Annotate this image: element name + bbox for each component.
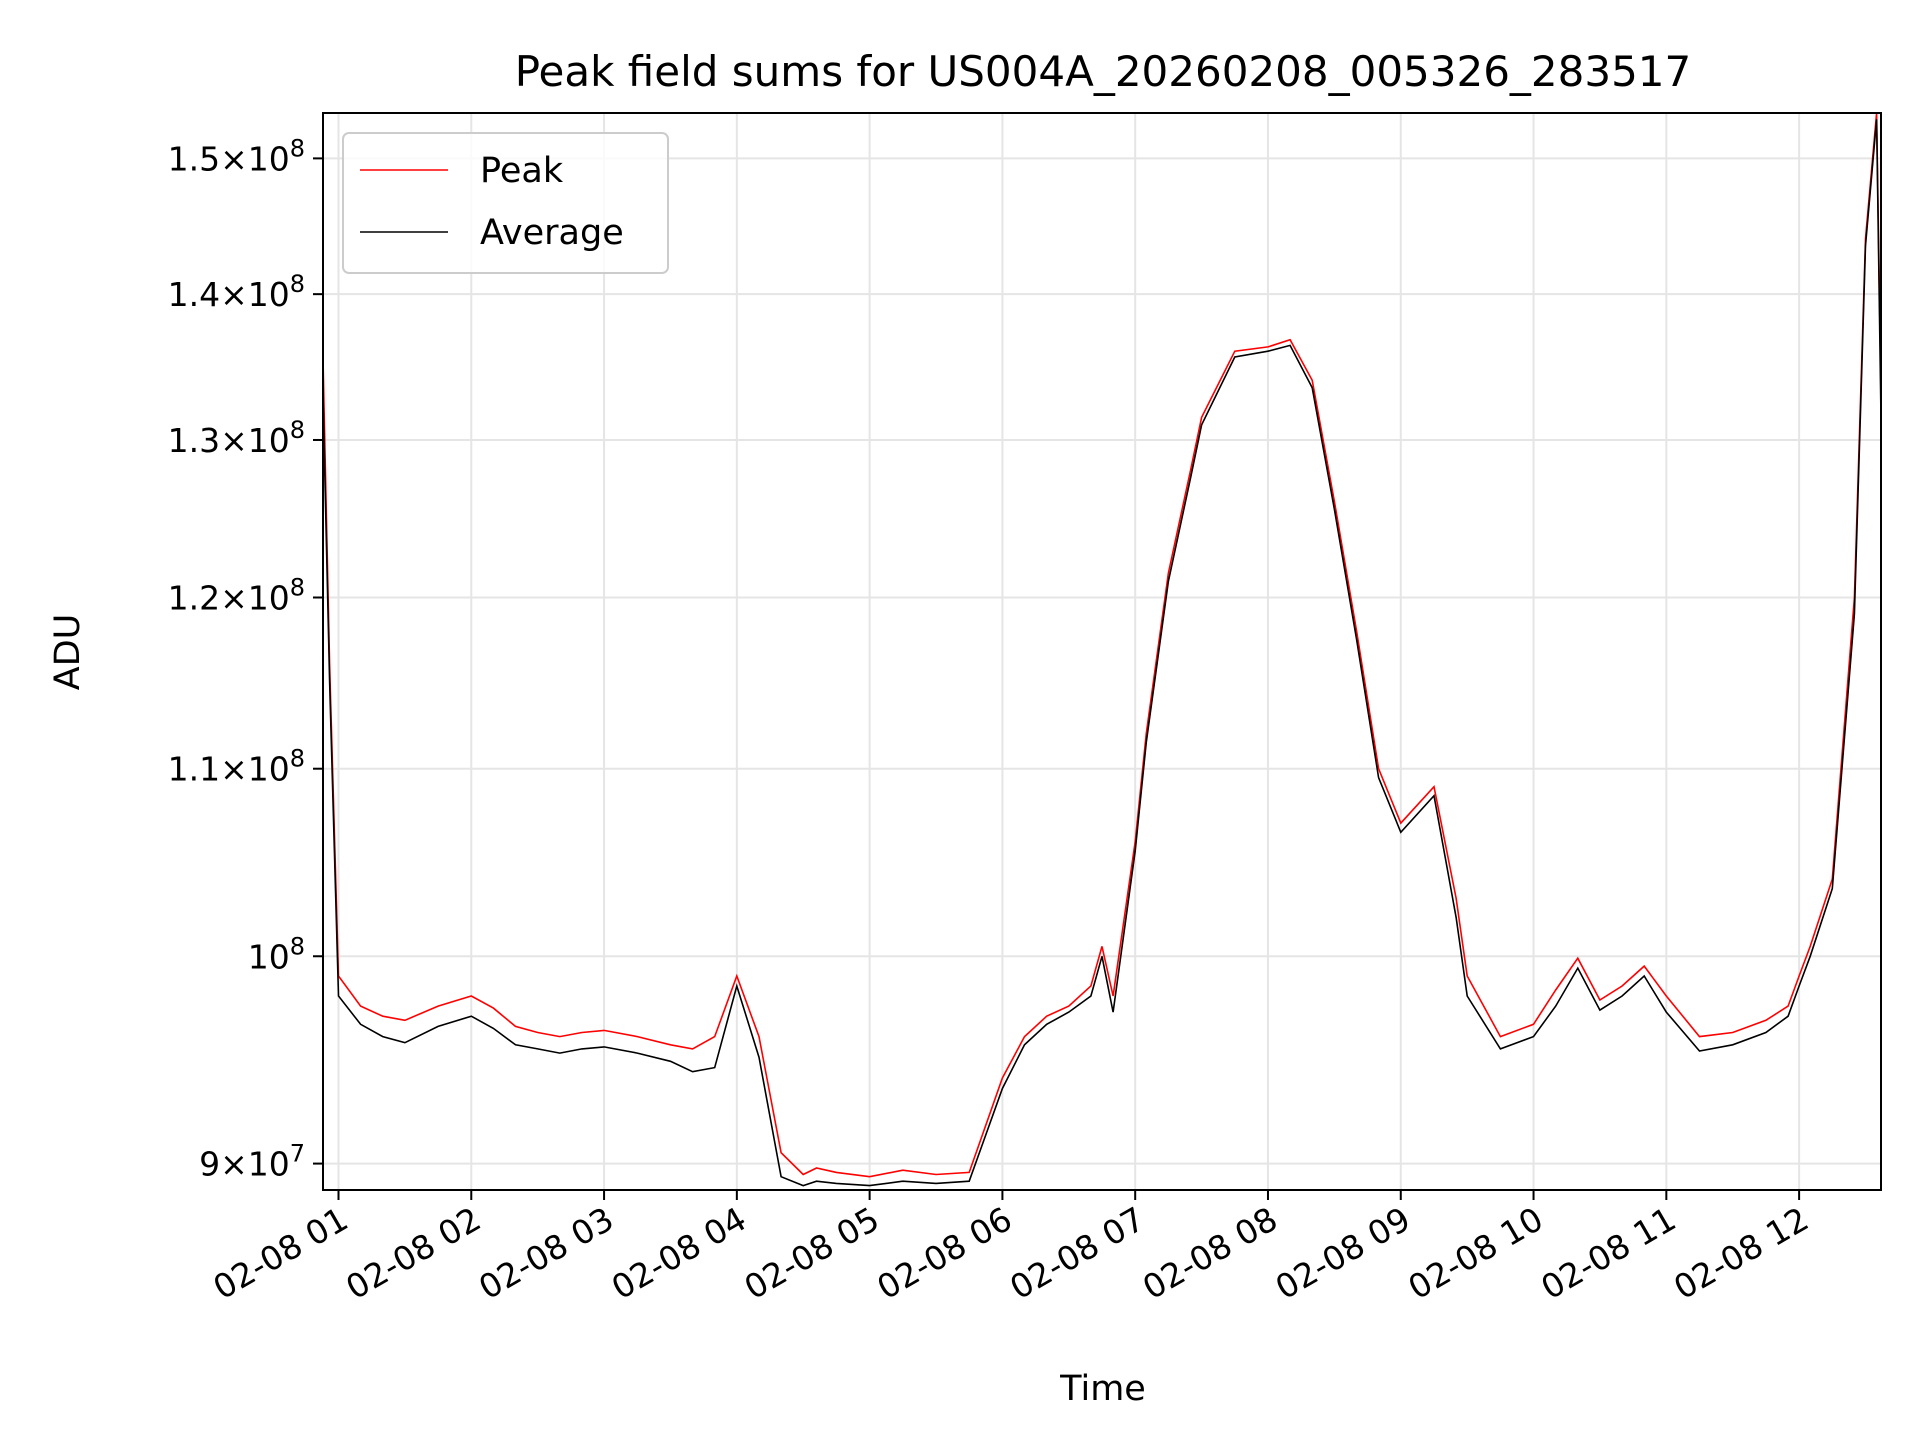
legend-box	[342, 132, 669, 274]
x-axis-label: Time	[1059, 1369, 1146, 1409]
y-axis-ticks: 9×107 108 1.1×108 1.2×108 1.3×108 1.4×108 1.5×…	[168, 134, 323, 1184]
series-lines	[322, 112, 1882, 1187]
legend-label-average: Average	[480, 213, 624, 253]
legend: Peak Average	[342, 132, 669, 274]
chart-title: Peak field sums for US004A_20260208_0053…	[515, 47, 1692, 96]
series-line-peak	[322, 112, 1882, 1178]
legend-label-peak: Peak	[480, 151, 564, 191]
series-line-average	[322, 119, 1882, 1187]
y-tick-label: 1.4×108	[168, 270, 305, 314]
y-tick-label: 1.3×108	[168, 416, 305, 460]
y-axis-label: ADU	[48, 614, 88, 691]
y-tick-label: 1.2×108	[168, 573, 305, 617]
y-tick-label: 9×107	[199, 1140, 305, 1184]
y-tick-label: 1.5×108	[168, 134, 305, 178]
plot-frame	[322, 112, 1882, 1191]
y-tick-label: 1.1×108	[168, 745, 305, 789]
y-tick-label: 108	[248, 932, 305, 976]
